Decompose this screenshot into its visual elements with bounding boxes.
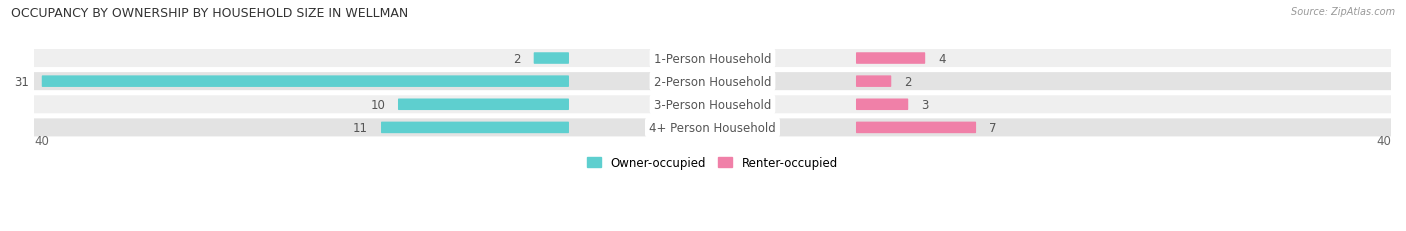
Text: 4: 4 — [938, 52, 946, 65]
FancyBboxPatch shape — [856, 53, 925, 64]
Text: 2: 2 — [904, 75, 911, 88]
Legend: Owner-occupied, Renter-occupied: Owner-occupied, Renter-occupied — [582, 152, 842, 174]
Text: 40: 40 — [1376, 135, 1391, 148]
Text: 3-Person Household: 3-Person Household — [654, 98, 770, 111]
Text: 2-Person Household: 2-Person Household — [654, 75, 772, 88]
Text: 7: 7 — [988, 121, 997, 134]
FancyBboxPatch shape — [42, 76, 569, 88]
FancyBboxPatch shape — [34, 96, 1391, 114]
Text: 31: 31 — [14, 75, 30, 88]
Text: 2: 2 — [513, 52, 520, 65]
Text: 4+ Person Household: 4+ Person Household — [650, 121, 776, 134]
FancyBboxPatch shape — [381, 122, 569, 134]
FancyBboxPatch shape — [534, 53, 569, 64]
FancyBboxPatch shape — [856, 122, 976, 134]
Text: 1-Person Household: 1-Person Household — [654, 52, 772, 65]
Text: 40: 40 — [34, 135, 49, 148]
Text: Source: ZipAtlas.com: Source: ZipAtlas.com — [1291, 7, 1395, 17]
Text: OCCUPANCY BY OWNERSHIP BY HOUSEHOLD SIZE IN WELLMAN: OCCUPANCY BY OWNERSHIP BY HOUSEHOLD SIZE… — [11, 7, 409, 20]
FancyBboxPatch shape — [398, 99, 569, 111]
FancyBboxPatch shape — [34, 50, 1391, 68]
FancyBboxPatch shape — [856, 99, 908, 111]
FancyBboxPatch shape — [856, 76, 891, 88]
Text: 10: 10 — [370, 98, 385, 111]
Text: 3: 3 — [921, 98, 928, 111]
FancyBboxPatch shape — [34, 119, 1391, 137]
Text: 11: 11 — [353, 121, 368, 134]
FancyBboxPatch shape — [34, 73, 1391, 91]
